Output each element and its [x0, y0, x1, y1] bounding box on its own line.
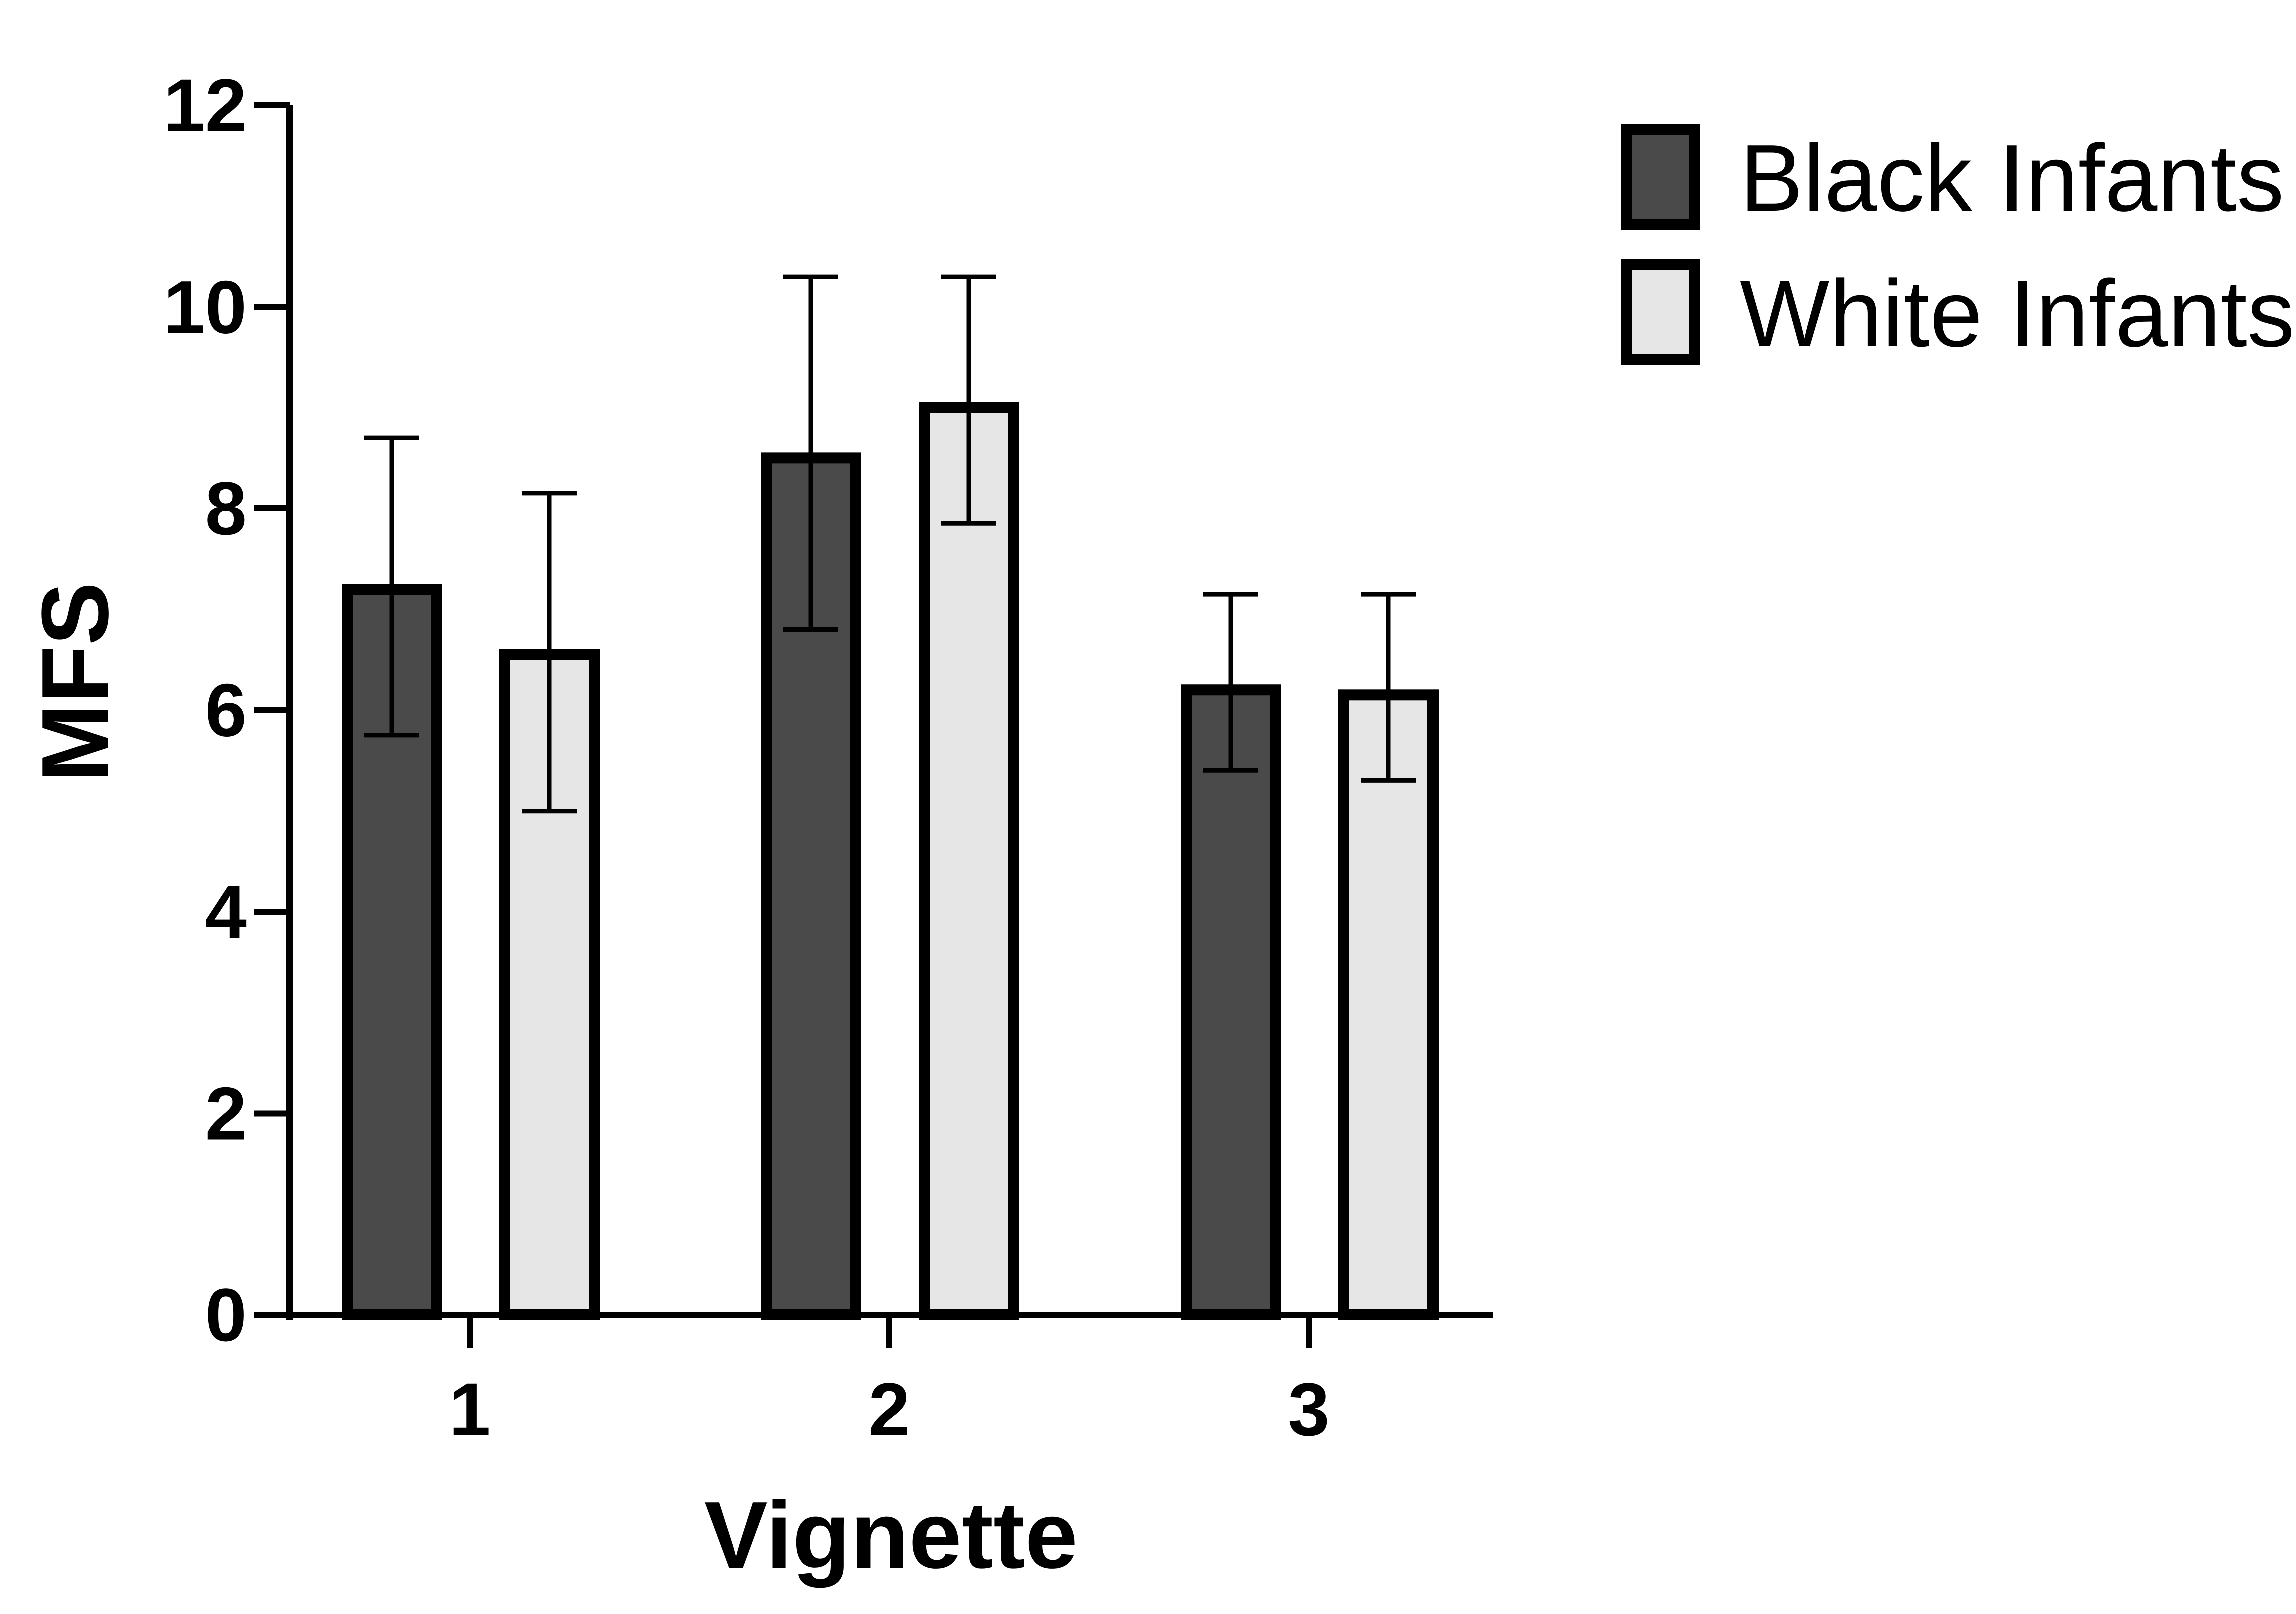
- bar: [1181, 684, 1281, 1320]
- y-tick-label: 10: [163, 265, 247, 349]
- bars: [342, 402, 1439, 1320]
- legend-label: White Infants: [1740, 260, 2295, 367]
- legend-label: Black Infants: [1740, 125, 2284, 231]
- x-tick-label: 1: [449, 1367, 490, 1451]
- error-bars: [364, 274, 1416, 814]
- bar: [1338, 689, 1439, 1320]
- y-tick-label: 8: [205, 466, 247, 551]
- y-tick-label: 2: [205, 1071, 247, 1156]
- legend-swatch: [1621, 124, 1700, 230]
- x-tick-label: 2: [868, 1367, 910, 1451]
- y-axis-title: MFS: [22, 582, 128, 782]
- y-tick-label: 12: [163, 63, 247, 147]
- y-tick-label: 4: [205, 870, 247, 954]
- bar: [919, 402, 1019, 1320]
- x-axis-title: Vignette: [704, 1482, 1078, 1588]
- y-tick-label: 0: [205, 1273, 247, 1357]
- x-tick-label: 3: [1288, 1367, 1329, 1451]
- y-tick-label: 6: [205, 668, 247, 752]
- legend-swatch: [1621, 259, 1700, 365]
- legend: Black Infants White Infants: [1621, 124, 2295, 367]
